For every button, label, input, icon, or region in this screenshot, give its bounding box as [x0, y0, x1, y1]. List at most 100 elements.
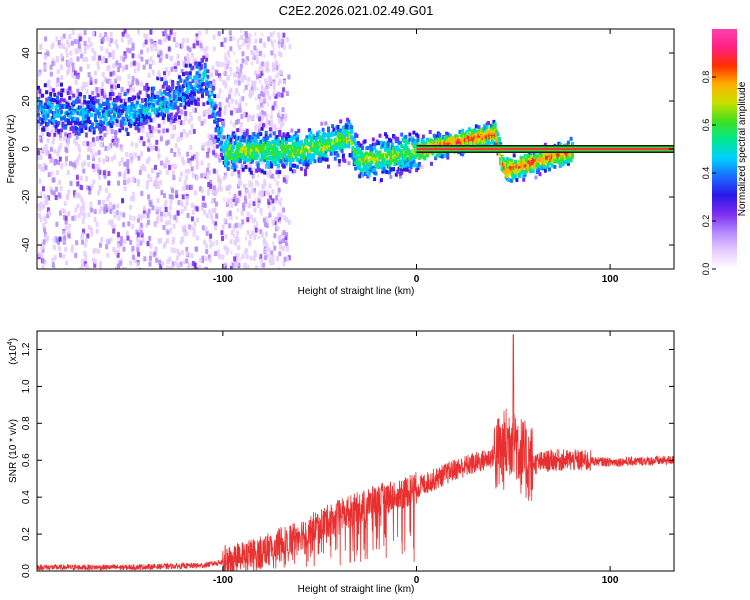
- spectrogram-trace-cell: [312, 153, 316, 158]
- spectrogram-trace-cell: [199, 65, 203, 70]
- spectrogram-noise-cell: [59, 132, 62, 138]
- spectrogram-noise-cell: [238, 128, 241, 133]
- spectrogram-noise-cell: [180, 171, 183, 177]
- spectrogram-trace-cell: [302, 143, 306, 148]
- spectrogram-trace-cell: [398, 174, 402, 179]
- spectrogram-trace-cell: [157, 73, 161, 78]
- spectrogram-noise-cell: [230, 171, 234, 177]
- spectrogram-noise-cell: [82, 205, 86, 211]
- spectrogram-noise-cell: [83, 242, 87, 248]
- spectrogram-trace-cell: [443, 153, 447, 158]
- spectrogram-trace-cell: [321, 127, 325, 132]
- spectrogram-noise-cell: [241, 253, 245, 259]
- spectrogram-trace-cell: [121, 126, 124, 131]
- spectrogram-trace-cell: [282, 164, 286, 169]
- spectrogram-noise-cell: [211, 65, 215, 71]
- spectrogram-trace-cell: [550, 163, 554, 168]
- spectrogram-noise-cell: [230, 202, 234, 208]
- spectrogram-trace-cell: [309, 130, 313, 135]
- spectrogram-trace-cell: [57, 91, 61, 96]
- spectrogram-noise-cell: [44, 199, 48, 205]
- spectrogram-trace-cell: [329, 133, 333, 138]
- spectrogram-noise-cell: [138, 227, 142, 232]
- spectrogram-trace-cell: [344, 127, 348, 132]
- spectrogram-trace-cell: [400, 170, 404, 175]
- spectrogram-noise-cell: [150, 46, 154, 52]
- spectrogram-noise-cell: [237, 245, 241, 250]
- spectrogram-trace-cell: [272, 131, 276, 136]
- spectrogram-noise-cell: [103, 94, 107, 100]
- spectrogram-trace-cell: [61, 88, 65, 93]
- spectrogram-noise-cell: [147, 137, 151, 143]
- spectrogram-trace-cell: [515, 177, 519, 182]
- spectrogram-trace-cell: [295, 134, 299, 139]
- spectrogram-trace-cell: [196, 84, 200, 89]
- spectrogram-noise-cell: [44, 218, 48, 224]
- spectrogram-noise-cell: [147, 208, 151, 214]
- spectrogram-trace-cell: [299, 140, 303, 145]
- spectrogram-trace-cell: [137, 95, 141, 100]
- spectrogram-noise-cell: [241, 58, 245, 64]
- spectrogram-trace-cell: [202, 75, 206, 80]
- spectrogram-trace-cell: [74, 126, 78, 131]
- spectrogram-trace-cell: [275, 157, 279, 162]
- spectrogram-trace-cell: [126, 132, 130, 136]
- spectrogram-noise-cell: [132, 60, 136, 66]
- spectrogram-noise-cell: [56, 268, 60, 269]
- spectrogram-noise-cell: [158, 259, 162, 265]
- spectrogram-noise-cell: [247, 264, 250, 269]
- spectrogram-trace-cell: [104, 116, 108, 121]
- spectrogram-noise-cell: [75, 134, 79, 140]
- spectrogram-noise-cell: [201, 205, 204, 211]
- spectrogram-noise-cell: [44, 36, 48, 42]
- spectrogram-trace-cell: [474, 124, 478, 129]
- spectrogram-noise-cell: [102, 170, 106, 176]
- spectrogram-trace-cell: [343, 136, 347, 141]
- spectrogram-trace-cell: [226, 161, 230, 166]
- spectrogram-noise-cell: [229, 66, 233, 72]
- spectrogram-noise-cell: [143, 166, 147, 172]
- spectrogram-noise-cell: [79, 66, 83, 72]
- spectrogram-trace-cell: [305, 138, 309, 143]
- spectrogram-trace-cell: [217, 110, 221, 115]
- spectrogram-trace-cell: [389, 167, 393, 172]
- spectrogram-noise-cell: [165, 53, 169, 59]
- spectrogram-noise-cell: [99, 206, 103, 211]
- spectrogram-noise-cell: [149, 243, 153, 249]
- spectrogram-noise-cell: [107, 180, 111, 186]
- spectrogram-noise-cell: [71, 215, 75, 221]
- spectrogram-noise-cell: [160, 217, 163, 223]
- spectrogram-noise-cell: [88, 189, 92, 195]
- spectrogram-noise-cell: [140, 81, 144, 87]
- spectrogram-trace-cell: [336, 153, 340, 158]
- spectrogram-noise-cell: [129, 215, 132, 221]
- spectrogram-trace-cell: [332, 148, 336, 153]
- spectrogram-noise-cell: [253, 187, 256, 193]
- spectrogram-noise-cell: [163, 193, 166, 199]
- spectrogram-trace-cell: [375, 153, 379, 158]
- spectrogram-noise-cell: [201, 45, 205, 51]
- spectrogram-noise-cell: [236, 90, 238, 95]
- spectrogram-trace-cell: [446, 155, 450, 160]
- spectrogram-trace-cell: [495, 129, 499, 134]
- spectrogram-noise-cell: [277, 36, 281, 42]
- spectrogram-noise-cell: [37, 155, 41, 161]
- spectrogram-noise-cell: [190, 184, 194, 190]
- spectrogram-noise-cell: [221, 139, 225, 145]
- spectrogram-noise-cell: [83, 49, 87, 55]
- spectrogram-noise-cell: [41, 147, 45, 153]
- spectrogram-noise-cell: [145, 59, 149, 65]
- spectrogram-noise-cell: [135, 229, 139, 235]
- spectrogram-trace-cell: [203, 72, 207, 77]
- spectrogram-noise-cell: [276, 226, 280, 232]
- spectrogram-trace-cell: [365, 164, 368, 169]
- spectrogram-noise-cell: [86, 141, 90, 147]
- spectrogram-noise-cell: [75, 174, 79, 180]
- spectrogram-noise-cell: [185, 175, 189, 180]
- spectrogram-noise-cell: [194, 267, 198, 269]
- spectrogram-noise-cell: [194, 246, 198, 252]
- spectrogram-trace-cell: [85, 119, 89, 124]
- spectrogram-noise-cell: [149, 29, 153, 35]
- spectrogram-trace-cell: [152, 103, 156, 108]
- spectrogram-noise-cell: [159, 169, 162, 175]
